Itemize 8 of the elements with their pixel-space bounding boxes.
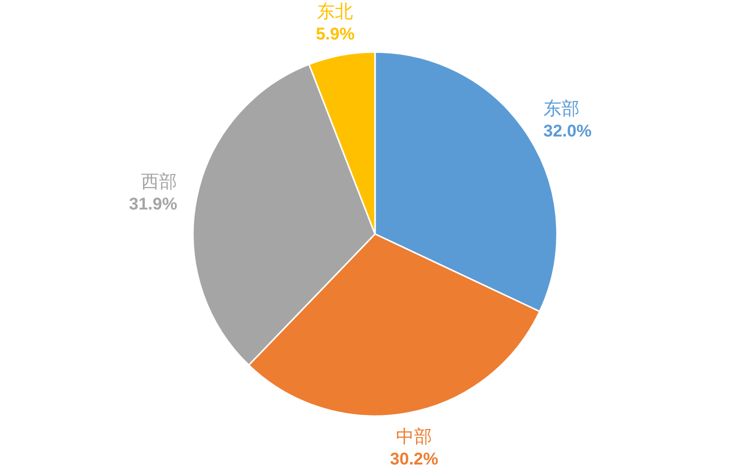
- slice-label: 西部: [141, 172, 178, 192]
- data-label: 32.0%: [543, 121, 592, 140]
- slice-label: 中部: [396, 426, 432, 446]
- slice-label: 东部: [543, 98, 580, 118]
- data-label: 5.9%: [316, 24, 355, 44]
- data-label: 31.9%: [129, 194, 178, 214]
- slice-label: 东北: [317, 2, 354, 22]
- data-label: 30.2%: [390, 449, 438, 468]
